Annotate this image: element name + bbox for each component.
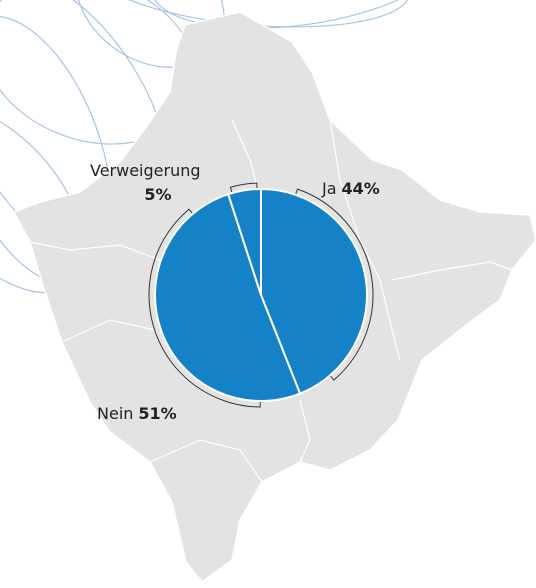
pie-slice bbox=[154, 192, 302, 402]
slice-bracket bbox=[229, 182, 258, 193]
slice-label: Verweigerung 5% bbox=[90, 161, 201, 204]
slice-label: Nein 51% bbox=[97, 404, 177, 423]
slice-category: Ja bbox=[321, 179, 337, 198]
slice-bracket bbox=[295, 188, 374, 381]
slice-value: 51% bbox=[138, 404, 176, 423]
slice-label: Ja 44% bbox=[321, 179, 380, 198]
slice-category: Nein bbox=[97, 404, 133, 423]
pie-slice bbox=[260, 187, 368, 395]
slice-bracket bbox=[148, 208, 261, 408]
slice-value: 5% bbox=[144, 185, 171, 204]
slice-category: Verweigerung bbox=[90, 161, 201, 180]
pie-slice bbox=[226, 187, 262, 296]
slice-value: 44% bbox=[342, 179, 380, 198]
